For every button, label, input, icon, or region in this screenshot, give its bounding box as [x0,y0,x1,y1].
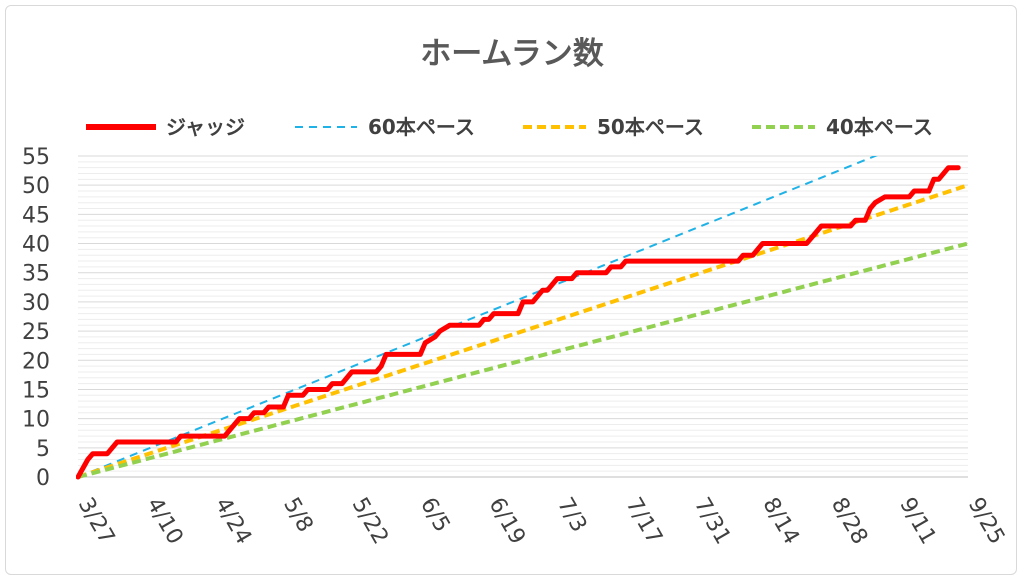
series-line-0 [76,165,961,480]
x-tick-label: 5/8 [278,494,317,537]
x-tick-label: 4/10 [141,494,187,549]
legend-label-50-pace: 50本ペース [597,115,704,139]
x-tick-label: 6/5 [415,494,454,537]
x-tick-label: 6/19 [484,494,530,549]
chart-title: ホームラン数 [420,36,604,72]
x-tick-label: 8/28 [826,494,872,549]
x-tick-label: 9/11 [894,494,940,549]
series-line-1 [77,156,878,478]
y-tick-label: 35 [22,262,50,287]
x-tick-label: 7/3 [552,494,591,537]
x-tick-label: 7/17 [620,494,666,549]
y-tick-label: 55 [22,145,50,170]
legend-label-40-pace: 40本ペース [826,115,933,139]
y-tick-label: 45 [22,203,50,228]
grid [78,155,968,478]
x-tick-label: 9/25 [963,494,1009,549]
x-tick-label: 7/31 [689,494,735,549]
x-axis: 3/27 4/10 4/24 5/8 5/22 6/5 6/19 7/3 7/17 7/31 8/1… [73,476,1009,549]
y-tick-label: 15 [22,378,50,403]
legend-label-judge: ジャッジ [166,115,245,139]
y-tick-label: 20 [22,349,50,374]
y-axis: 0 5 10 15 20 25 30 35 40 45 50 55 [22,145,50,491]
y-tick-label: 30 [22,291,50,316]
x-tick-label: 3/27 [73,494,119,549]
legend: ジャッジ 60本ペース 50本ペース 40本ペース [86,115,933,139]
x-tick-label: 5/22 [347,494,393,549]
x-tick-label: 8/14 [757,494,803,549]
legend-label-60-pace: 60本ペース [368,115,475,139]
y-tick-label: 25 [22,320,50,345]
y-tick-label: 0 [36,466,50,491]
y-tick-label: 50 [22,174,50,199]
y-tick-label: 10 [22,408,50,433]
y-tick-label: 40 [22,233,50,258]
x-tick-label: 4/24 [210,494,256,549]
y-tick-label: 5 [36,437,50,462]
series-line-2 [77,183,969,479]
series-group [76,156,969,480]
